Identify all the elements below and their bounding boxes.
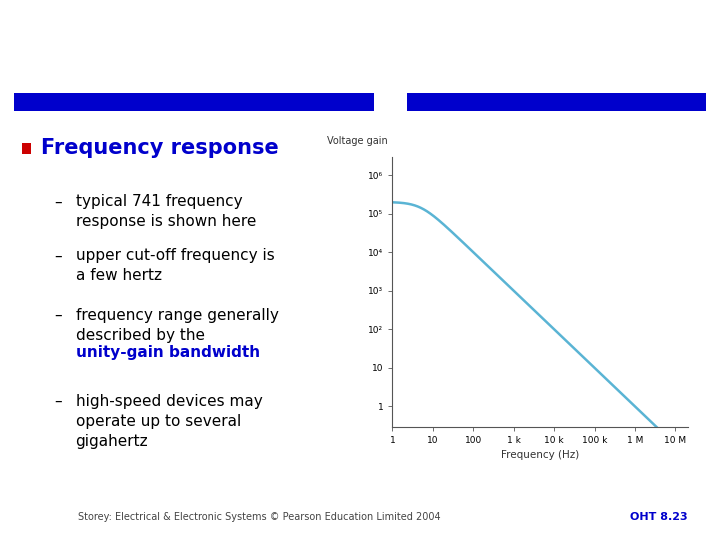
Text: frequency range generally
described by the: frequency range generally described by t… — [76, 308, 279, 342]
X-axis label: Frequency (Hz): Frequency (Hz) — [501, 450, 579, 460]
Text: upper cut-off frequency is
a few hertz: upper cut-off frequency is a few hertz — [76, 248, 274, 283]
Text: Frequency response: Frequency response — [41, 138, 279, 159]
Text: high-speed devices may
operate up to several
gigahertz: high-speed devices may operate up to sev… — [76, 394, 262, 449]
Text: Storey: Electrical & Electronic Systems © Pearson Education Limited 2004: Storey: Electrical & Electronic Systems … — [78, 512, 441, 522]
Text: unity-gain bandwidth: unity-gain bandwidth — [76, 345, 260, 360]
Bar — [22, 143, 31, 154]
Bar — [407, 93, 706, 111]
Text: OHT 8.23: OHT 8.23 — [630, 512, 688, 522]
Text: typical 741 frequency
response is shown here: typical 741 frequency response is shown … — [76, 194, 256, 229]
Text: –: – — [54, 308, 62, 323]
Text: –: – — [54, 394, 62, 409]
Text: –: – — [54, 194, 62, 210]
Bar — [14, 93, 374, 111]
Text: Voltage gain: Voltage gain — [328, 136, 388, 146]
Text: –: – — [54, 248, 62, 264]
